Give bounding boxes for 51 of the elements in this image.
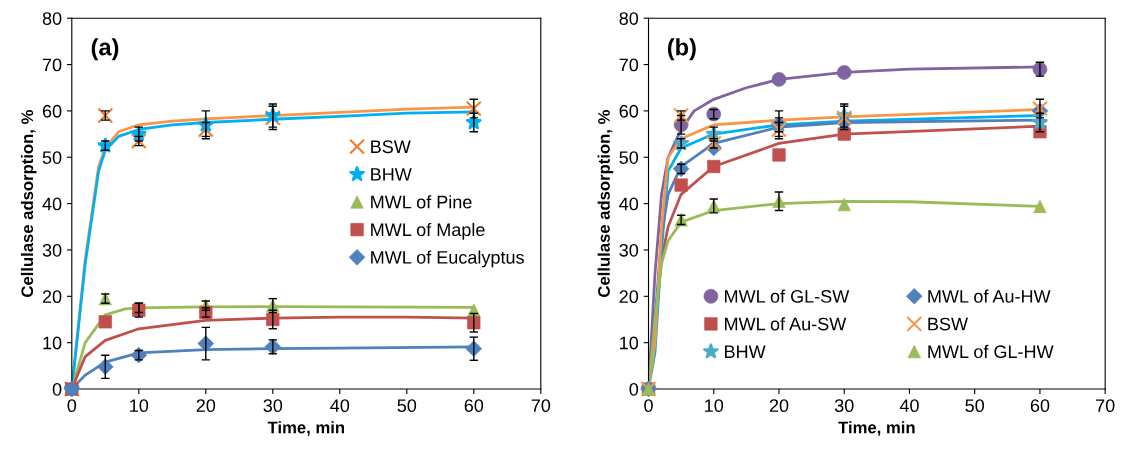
y-tick-label: 10 <box>43 336 62 350</box>
annotation: (a) <box>91 38 119 61</box>
annotation: (b) <box>667 38 696 61</box>
x-tick-label: 50 <box>965 399 985 413</box>
x-tick-label: 20 <box>196 399 216 413</box>
y-tick-label: 40 <box>42 197 62 211</box>
x-tick-label: 70 <box>531 399 551 413</box>
x-tick-label: 30 <box>263 399 283 413</box>
x-tick-label: 70 <box>1096 399 1115 413</box>
y-tick-label: 20 <box>42 290 62 304</box>
x-tick-label: 10 <box>130 399 149 413</box>
legend-label: MWL of Au-HW <box>928 289 1051 303</box>
legend-label: MWL of GL-HW <box>928 344 1054 359</box>
y-tick-label: 50 <box>619 151 639 164</box>
legend-label: MWL of Pine <box>371 195 472 209</box>
x-axis-title: Time, min <box>267 421 345 436</box>
y-tick-label: 20 <box>619 290 639 304</box>
y-tick-label: 80 <box>619 12 639 25</box>
y-tick-label: 80 <box>42 12 62 25</box>
x-axis-title: Time, min <box>838 421 915 436</box>
x-tick-label: 60 <box>1030 399 1050 413</box>
y-tick-label: 40 <box>619 197 639 211</box>
legend-label: MWL of Au-SW <box>725 317 847 331</box>
legend-label: MWL of Maple <box>371 222 485 240</box>
x-tick-label: 40 <box>899 399 919 413</box>
x-tick-label: 60 <box>464 399 484 413</box>
legend-label: MWL of GL-SW <box>725 289 850 303</box>
x-tick-label: 40 <box>330 399 350 413</box>
x-tick-label: 0 <box>67 399 77 413</box>
legend-label: BSW <box>928 317 968 331</box>
y-tick-label: 30 <box>42 243 62 257</box>
legend-label: BHW <box>371 168 412 181</box>
y-tick-label: 0 <box>629 382 639 396</box>
y-tick-label: 0 <box>52 382 62 396</box>
x-tick-label: 20 <box>769 399 789 413</box>
y-tick-label: 70 <box>42 58 62 72</box>
x-tick-label: 0 <box>644 399 653 413</box>
legend-label: MWL of Eucalyptus <box>371 250 524 268</box>
legend-label: BHW <box>725 345 766 358</box>
y-tick-label: 60 <box>42 104 62 118</box>
legend-label: BSW <box>371 140 411 154</box>
y-tick-label: 60 <box>619 104 639 118</box>
x-tick-label: 30 <box>834 399 854 413</box>
y-tick-label: 10 <box>620 336 639 350</box>
y-tick-label: 30 <box>619 243 639 257</box>
y-axis-title: Cellulase adsorption, % <box>20 110 37 297</box>
x-tick-label: 50 <box>397 399 417 413</box>
y-tick-label: 50 <box>42 151 62 164</box>
x-tick-label: 10 <box>705 399 724 413</box>
y-tick-label: 70 <box>619 58 639 72</box>
y-axis-title: Cellulase adsorption, % <box>597 110 614 297</box>
